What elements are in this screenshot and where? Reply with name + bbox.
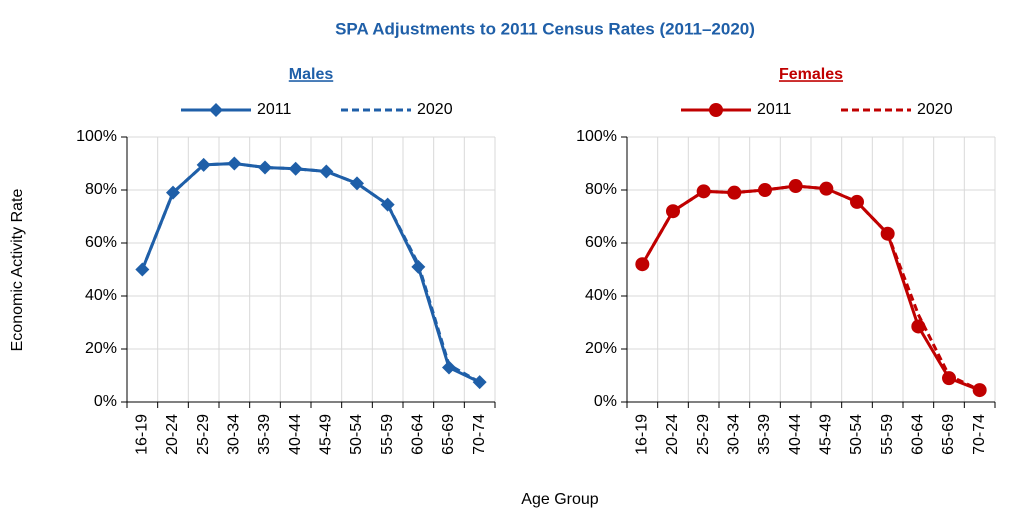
marker: [196, 157, 211, 172]
panel-subtitle: Males: [289, 66, 334, 83]
x-tick-label: 16-19: [134, 414, 151, 455]
marker: [166, 185, 180, 200]
marker: [911, 319, 926, 334]
x-tick-label: 35-39: [756, 414, 773, 455]
x-tick-label: 45-49: [318, 414, 335, 455]
legend-label: 2011: [257, 101, 292, 118]
marker: [472, 375, 487, 390]
x-tick-label: 30-34: [726, 414, 743, 455]
marker: [135, 262, 150, 277]
marker: [288, 161, 303, 176]
y-tick-label: 40%: [585, 287, 617, 304]
x-tick-label: 16-19: [634, 414, 651, 455]
x-tick-label: 65-69: [440, 414, 457, 455]
legend-label: 2011: [757, 101, 792, 118]
marker: [850, 194, 864, 209]
y-tick-label: 80%: [585, 181, 617, 198]
x-tick-label: 50-54: [348, 414, 365, 455]
y-tick-label: 20%: [585, 340, 617, 357]
series-line: [140, 161, 481, 384]
y-tick-label: 80%: [85, 181, 117, 198]
legend-label: 2020: [417, 101, 453, 118]
marker: [319, 164, 334, 179]
x-tick-label: 60-64: [910, 414, 927, 455]
x-tick-label: 70-74: [971, 414, 988, 455]
marker: [350, 176, 364, 191]
y-tick-label: 60%: [585, 234, 617, 251]
x-tick-label: 20-24: [164, 414, 181, 455]
x-tick-label: 65-69: [940, 414, 957, 455]
marker: [258, 160, 272, 175]
x-tick-label: 40-44: [787, 414, 804, 455]
chart-title: SPA Adjustments to 2011 Census Rates (20…: [335, 19, 755, 38]
x-tick-label: 35-39: [256, 414, 273, 455]
x-tick-label: 40-44: [287, 414, 304, 455]
x-tick-label: 30-34: [226, 414, 243, 455]
x-tick-label: 60-64: [410, 414, 427, 455]
marker: [972, 383, 987, 398]
marker: [727, 185, 742, 200]
x-tick-label: 55-59: [879, 414, 896, 455]
marker: [709, 103, 723, 117]
marker: [227, 156, 242, 171]
y-axis-label: Economic Activity Rate: [9, 189, 26, 352]
y-tick-label: 0%: [94, 393, 117, 410]
x-tick-label: 20-24: [664, 414, 681, 455]
x-tick-label: 45-49: [818, 414, 835, 455]
marker: [819, 181, 834, 196]
y-tick-label: 0%: [594, 393, 617, 410]
y-tick-label: 40%: [85, 287, 117, 304]
x-tick-label: 55-59: [379, 414, 396, 455]
marker: [635, 257, 650, 272]
marker: [209, 103, 223, 117]
legend-label: 2020: [917, 101, 953, 118]
marker: [666, 204, 680, 219]
marker: [442, 360, 456, 375]
y-tick-label: 100%: [76, 128, 117, 145]
marker: [380, 197, 395, 212]
y-tick-label: 60%: [85, 234, 117, 251]
x-tick-label: 50-54: [848, 414, 865, 455]
x-tick-label: 25-29: [195, 414, 212, 455]
x-axis-label: Age Group: [521, 491, 598, 508]
marker: [788, 179, 803, 194]
marker: [758, 183, 772, 197]
marker: [696, 184, 711, 199]
x-tick-label: 25-29: [695, 414, 712, 455]
y-tick-label: 20%: [85, 340, 117, 357]
marker: [411, 259, 426, 274]
marker: [880, 226, 895, 241]
y-tick-label: 100%: [576, 128, 617, 145]
panel-subtitle: Females: [779, 66, 843, 83]
marker: [942, 371, 956, 386]
x-tick-label: 70-74: [471, 414, 488, 455]
